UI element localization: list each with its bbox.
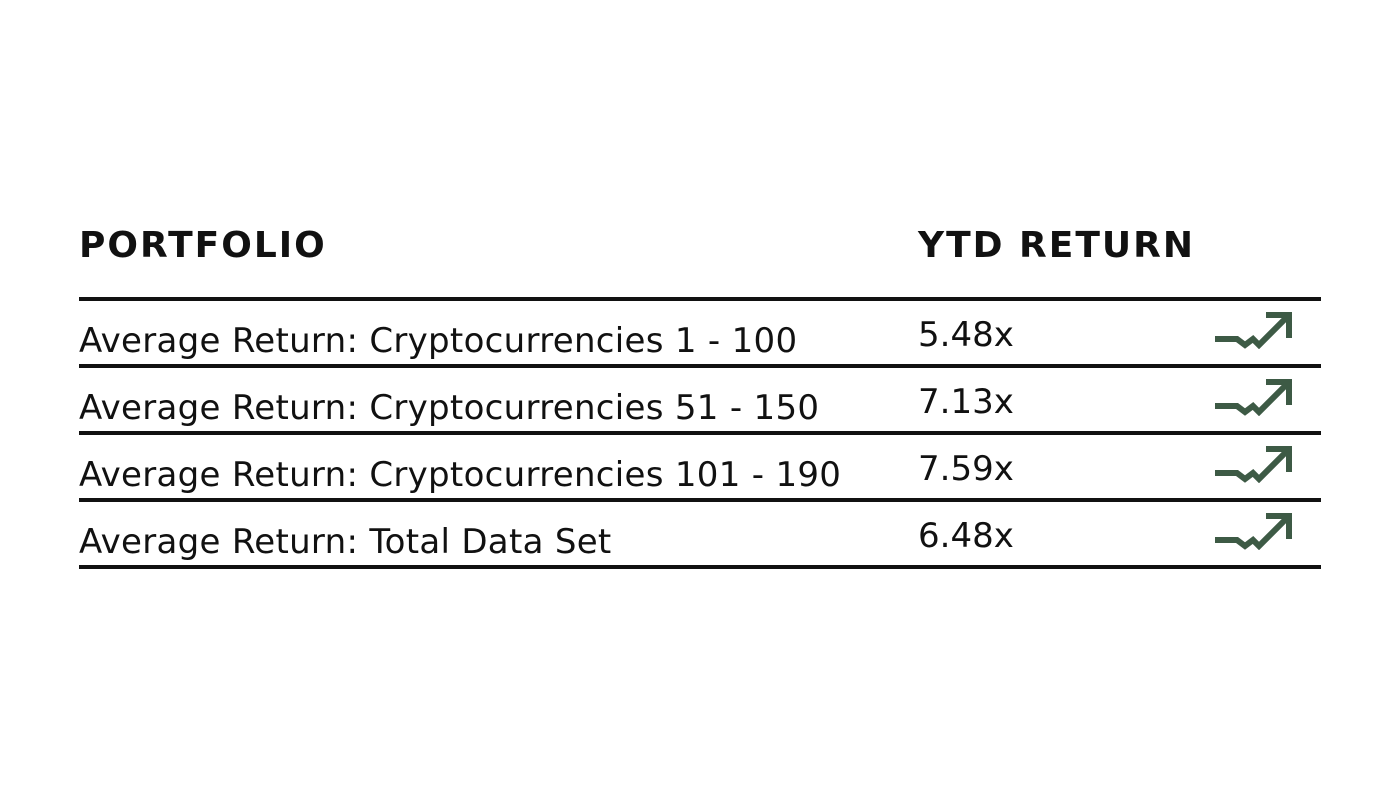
table-rule xyxy=(79,364,1321,368)
table-rule xyxy=(79,565,1321,569)
table-row: Average Return: Cryptocurrencies 1 - 100… xyxy=(79,301,1321,364)
table-row: Average Return: Total Data Set 6.48x xyxy=(79,502,1321,565)
table-header: PORTFOLIO YTD RETURN xyxy=(79,215,1321,297)
row-value: 6.48x xyxy=(918,516,1014,556)
table-rule xyxy=(79,498,1321,502)
trend-up-icon xyxy=(1215,446,1292,483)
trend-up-icon xyxy=(1215,312,1292,349)
row-value: 7.13x xyxy=(918,382,1014,422)
row-value: 7.59x xyxy=(918,449,1014,489)
row-label: Average Return: Cryptocurrencies 101 - 1… xyxy=(79,455,842,495)
row-label: Average Return: Cryptocurrencies 1 - 100 xyxy=(79,321,798,361)
table-rule xyxy=(79,431,1321,435)
trend-up-icon xyxy=(1215,379,1292,416)
row-label: Average Return: Total Data Set xyxy=(79,522,612,562)
row-value: 5.48x xyxy=(918,315,1014,355)
table-row: Average Return: Cryptocurrencies 51 - 15… xyxy=(79,368,1321,431)
table-row: Average Return: Cryptocurrencies 101 - 1… xyxy=(79,435,1321,498)
row-label: Average Return: Cryptocurrencies 51 - 15… xyxy=(79,388,820,428)
table-rule xyxy=(79,297,1321,301)
returns-table: PORTFOLIO YTD RETURN Average Return: Cry… xyxy=(79,215,1321,569)
header-ytd-return: YTD RETURN xyxy=(918,225,1195,266)
header-portfolio: PORTFOLIO xyxy=(79,225,327,266)
trend-up-icon xyxy=(1215,513,1292,550)
